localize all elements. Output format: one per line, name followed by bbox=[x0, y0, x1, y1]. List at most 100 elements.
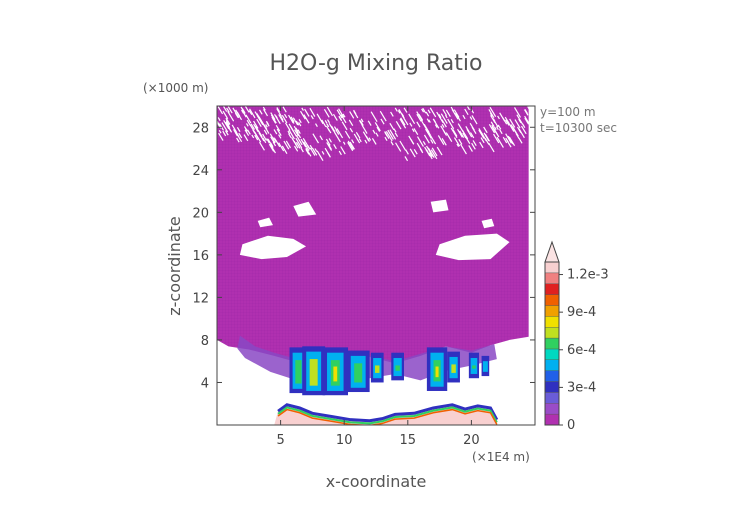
upper-streak bbox=[409, 122, 413, 127]
upper-streak bbox=[272, 139, 276, 144]
upper-streak bbox=[321, 151, 325, 155]
upper-streak bbox=[283, 140, 290, 150]
upper-streak bbox=[249, 108, 256, 119]
upper-streak bbox=[405, 149, 409, 155]
upper-streak bbox=[316, 113, 324, 125]
upper-streak bbox=[469, 116, 473, 120]
upper-streak bbox=[464, 136, 471, 145]
upper-streak bbox=[342, 141, 346, 145]
colorbar-band bbox=[544, 381, 560, 393]
x-unit-label: (×1E4 m) bbox=[472, 450, 530, 464]
upper-streak bbox=[442, 108, 448, 116]
upper-streak bbox=[524, 115, 531, 127]
upper-streak bbox=[265, 124, 268, 128]
colorbar-band bbox=[544, 272, 560, 284]
upper-streak bbox=[257, 130, 263, 138]
colorbar-label: 9e-4 bbox=[567, 305, 596, 320]
upper-streak bbox=[462, 130, 469, 140]
upper-streak bbox=[394, 132, 399, 138]
upper-streak bbox=[438, 113, 442, 119]
upper-streak bbox=[283, 113, 288, 119]
upper-streak bbox=[328, 138, 332, 143]
y-tick-label: 8 bbox=[201, 334, 209, 349]
plot-frame bbox=[216, 105, 536, 426]
upper-streak bbox=[524, 109, 528, 115]
dry-pocket bbox=[239, 235, 307, 260]
upper-streak bbox=[496, 136, 500, 141]
upper-streak bbox=[390, 111, 394, 117]
upper-streak bbox=[297, 129, 301, 134]
upper-streak bbox=[326, 123, 330, 128]
upper-streak bbox=[389, 122, 395, 131]
upper-streak bbox=[291, 137, 296, 144]
plume-mid bbox=[482, 361, 488, 372]
upper-streak bbox=[276, 108, 283, 117]
upper-streak bbox=[295, 120, 300, 126]
upper-streak bbox=[304, 108, 310, 117]
upper-streak bbox=[493, 133, 500, 144]
upper-streak bbox=[349, 111, 355, 119]
upper-streak bbox=[483, 126, 488, 134]
upper-streak bbox=[324, 120, 328, 124]
upper-streak bbox=[379, 110, 387, 122]
upper-streak bbox=[327, 128, 332, 134]
upper-streak bbox=[471, 115, 478, 125]
dry-pocket bbox=[293, 201, 317, 217]
upper-streak bbox=[484, 133, 491, 142]
upper-streak bbox=[276, 107, 281, 113]
upper-streak bbox=[488, 124, 496, 134]
upper-streak bbox=[225, 121, 231, 128]
upper-streak bbox=[340, 146, 346, 155]
upper-streak bbox=[338, 115, 343, 122]
upper-streak bbox=[273, 129, 278, 135]
upper-streak bbox=[440, 113, 448, 124]
plume-core bbox=[375, 365, 380, 373]
upper-streak bbox=[488, 142, 495, 153]
upper-streak bbox=[323, 108, 330, 118]
upper-streak bbox=[493, 120, 499, 128]
upper-streak bbox=[507, 121, 515, 132]
surface-edge-outer bbox=[277, 403, 499, 423]
y-tick-label: 4 bbox=[201, 376, 209, 391]
upper-streak bbox=[516, 114, 524, 125]
upper-streak bbox=[266, 121, 270, 127]
upper-streak bbox=[349, 127, 354, 133]
upper-streak bbox=[295, 134, 303, 146]
upper-streak bbox=[263, 109, 269, 117]
upper-streak bbox=[254, 134, 259, 141]
upper-streak bbox=[374, 122, 381, 132]
upper-streak bbox=[314, 148, 318, 152]
upper-streak bbox=[445, 109, 451, 117]
upper-streak bbox=[427, 109, 431, 114]
upper-streak bbox=[281, 145, 288, 154]
upper-streak bbox=[404, 156, 409, 162]
upper-streak bbox=[278, 134, 282, 139]
upper-streak bbox=[340, 114, 347, 124]
upper-streak bbox=[423, 134, 430, 144]
upper-streak bbox=[452, 129, 458, 137]
upper-streak bbox=[430, 135, 437, 145]
upper-streak bbox=[505, 133, 512, 144]
chart-title: H2O-g Mixing Ratio bbox=[270, 51, 483, 76]
heatmap-field bbox=[217, 106, 535, 425]
upper-streak bbox=[272, 141, 277, 147]
upper-streak bbox=[278, 142, 285, 152]
colorbar-band bbox=[544, 316, 560, 328]
upper-streak bbox=[290, 126, 298, 137]
y-tick-label: 28 bbox=[192, 121, 209, 136]
upper-streak bbox=[488, 109, 495, 118]
upper-streak bbox=[284, 122, 291, 131]
annotation-y: y=100 m bbox=[540, 105, 596, 119]
upper-streak bbox=[429, 107, 437, 118]
upper-streak bbox=[399, 118, 407, 129]
colorbar-band bbox=[544, 348, 560, 360]
upper-streak bbox=[468, 145, 473, 152]
upper-streak bbox=[364, 139, 368, 144]
colorbar: 1.2e-3 9e-4 6e-4 3e-4 0 bbox=[544, 240, 609, 433]
upper-streak bbox=[514, 119, 521, 129]
upper-streak bbox=[293, 145, 299, 152]
x-tick-label: 20 bbox=[463, 433, 480, 448]
upper-streak bbox=[301, 107, 304, 111]
upper-streak bbox=[298, 118, 302, 124]
upper-streak bbox=[518, 118, 522, 124]
